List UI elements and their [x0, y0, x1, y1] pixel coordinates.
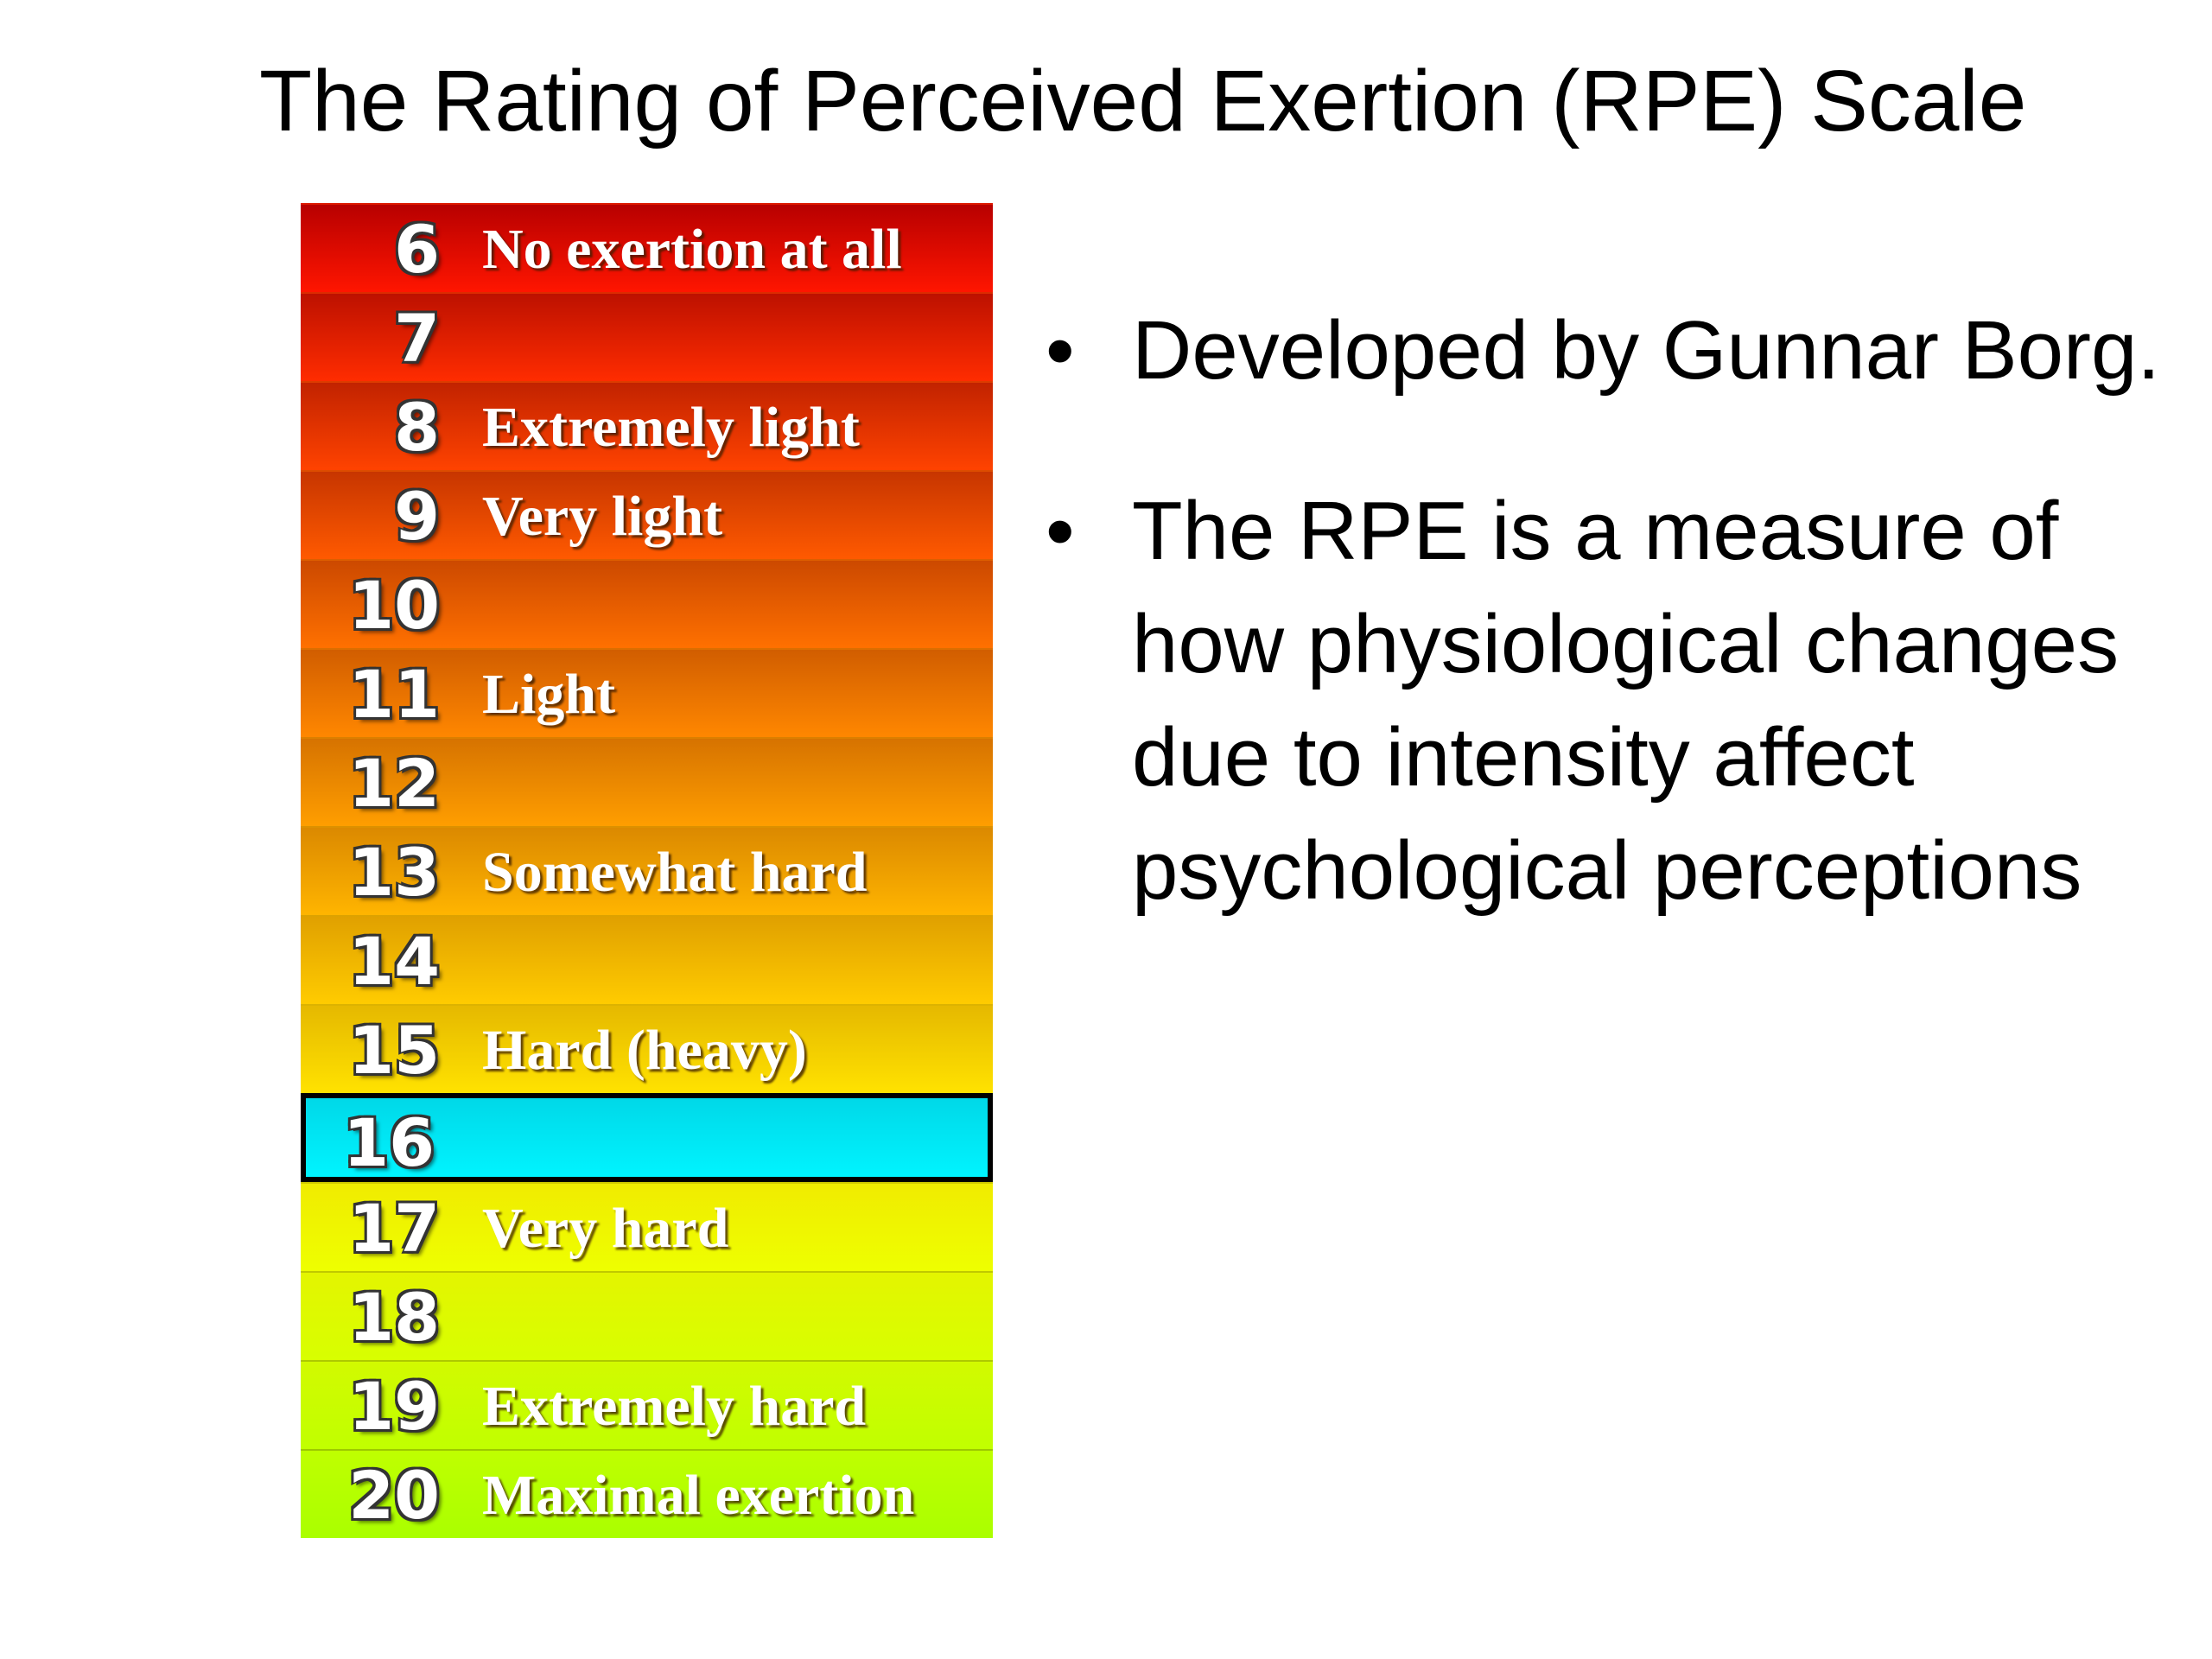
scale-label: Extremely hard: [482, 1375, 867, 1438]
scale-number: 7: [394, 300, 440, 377]
scale-number: 17: [348, 1190, 440, 1267]
scale-number: 16: [343, 1104, 435, 1181]
scale-number: 9: [394, 478, 440, 555]
scale-label: Very light: [482, 485, 723, 548]
scale-label: No exertion at all: [482, 218, 902, 281]
scale-row: 19 Extremely hard: [301, 1360, 993, 1449]
rpe-scale: 6 No exertion at all 7 8 Extremely light 9 Ver…: [301, 203, 993, 1538]
scale-row: 8 Extremely light: [301, 381, 993, 470]
scale-label: Somewhat hard: [482, 841, 868, 904]
scale-number: 18: [348, 1279, 440, 1356]
scale-label: Extremely light: [482, 396, 860, 459]
scale-row: 17 Very hard: [301, 1182, 993, 1271]
scale-number: 12: [348, 745, 440, 822]
scale-number: 10: [348, 567, 440, 644]
scale-row: 7: [301, 292, 993, 381]
scale-label: Light: [482, 663, 616, 726]
scale-row: 11 Light: [301, 648, 993, 737]
bullet-list: Developed by Gunnar Borg. The RPE is a me…: [1046, 294, 2186, 995]
scale-row: 18: [301, 1271, 993, 1360]
scale-number: 19: [348, 1368, 440, 1445]
scale-number: 8: [394, 389, 440, 466]
scale-number: 6: [394, 211, 440, 288]
scale-number: 20: [348, 1457, 440, 1534]
scale-row: 13 Somewhat hard: [301, 826, 993, 915]
scale-row: 9 Very light: [301, 470, 993, 559]
scale-label: Very hard: [482, 1197, 729, 1260]
scale-number: 15: [348, 1012, 440, 1089]
scale-row: 6 No exertion at all: [301, 203, 993, 292]
scale-label: Maximal exertion: [482, 1464, 915, 1527]
bullet-item: The RPE is a measure of how physiologica…: [1046, 474, 2186, 927]
scale-row: 14: [301, 915, 993, 1004]
scale-row: 15 Hard (heavy): [301, 1004, 993, 1093]
scale-row: 12: [301, 737, 993, 826]
scale-number: 13: [348, 834, 440, 911]
scale-label: Hard (heavy): [482, 1019, 807, 1082]
scale-row: 10: [301, 559, 993, 648]
scale-row: 16: [301, 1093, 993, 1182]
scale-row: 20 Maximal exertion: [301, 1449, 993, 1538]
bullet-item: Developed by Gunnar Borg.: [1046, 294, 2186, 407]
scale-number: 14: [348, 923, 440, 1000]
slide-title: The Rating of Perceived Exertion (RPE) S…: [259, 53, 2027, 149]
scale-number: 11: [348, 656, 440, 733]
